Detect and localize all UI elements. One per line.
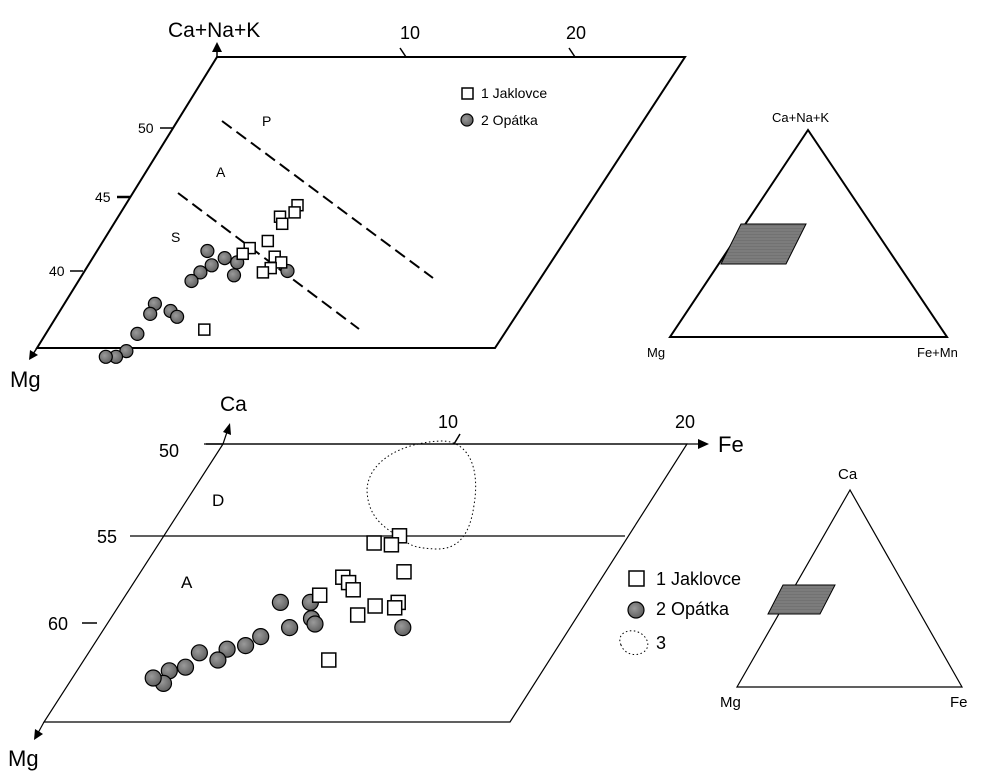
lower-y-tick-label: 60 (48, 614, 68, 634)
lower-inset-shaded-field (767, 584, 836, 615)
lower-top-axis-label: Ca (220, 393, 247, 416)
data-point-square (275, 217, 289, 231)
data-point-square (366, 535, 382, 551)
upper-legend-circle-icon (460, 113, 474, 127)
data-point-square (386, 600, 403, 616)
data-point-circle (130, 326, 145, 341)
data-point-square (288, 206, 301, 219)
lower-legend-label: 3 (656, 633, 666, 653)
upper-inset-left-label: Mg (647, 345, 665, 360)
data-point-circle (193, 265, 208, 280)
lower-legend-label: 2 Opátka (656, 599, 730, 619)
lower-ca-axis-line (222, 431, 228, 445)
lower-y-tick-label: 55 (97, 527, 117, 547)
upper-plane-outline (35, 56, 687, 349)
lower-legend-circle-icon (627, 601, 645, 619)
upper-inset-shaded-field (720, 223, 807, 265)
lower-inset-right-label: Fe (950, 694, 968, 711)
lower-field-label: A (181, 573, 193, 592)
upper-top-axis-label: Ca+Na+K (168, 19, 260, 42)
upper-x-tick-label: 10 (400, 23, 420, 43)
data-point-circle (217, 251, 232, 266)
upper-inset-triangle: Ca+Na+K Mg Fe+Mn (647, 110, 958, 360)
data-point-square (396, 564, 412, 580)
data-point-circle (204, 258, 219, 273)
data-point-square (236, 247, 249, 261)
upper-inset-top-label: Ca+Na+K (772, 110, 829, 125)
lower-legend-square-icon (628, 570, 645, 587)
upper-field-label: S (171, 229, 180, 245)
upper-bottom-arrow-icon (29, 350, 38, 360)
lower-fe-arrow-icon (698, 439, 709, 449)
upper-x-tick-label: 20 (566, 23, 586, 43)
lower-inset-triangle: Ca Mg Fe (720, 466, 968, 711)
upper-field-label: A (216, 164, 226, 180)
upper-x-tick-mark (568, 47, 576, 58)
data-point-square (383, 537, 400, 553)
upper-series-jaklovce (198, 198, 304, 336)
data-point-circle (281, 618, 299, 637)
upper-bottom-axis-label: Mg (10, 367, 41, 392)
upper-x-tick-mark (399, 47, 407, 58)
lower-inset-left-label: Mg (720, 694, 741, 711)
data-point-circle (226, 268, 242, 283)
data-point-circle (252, 627, 270, 646)
lower-y-tick-label: 50 (159, 441, 179, 461)
data-point-square (198, 323, 211, 336)
upper-y-tick-label: 50 (138, 120, 154, 136)
data-point-circle (200, 243, 215, 259)
data-point-square (345, 582, 361, 598)
upper-y-tick-label: 45 (95, 189, 111, 205)
lower-x-tick-label: 10 (438, 412, 458, 432)
data-point-square (321, 652, 337, 668)
upper-field-boundary (221, 120, 434, 279)
lower-ternary-chart: Ca Fe Mg 10 20 50 55 60 D A 1 Jaklovce 2… (8, 393, 744, 771)
lower-legend-dotted-icon (619, 630, 649, 656)
lower-ca-arrow-icon (223, 423, 231, 435)
lower-series-opatka (144, 593, 412, 693)
lower-series-jaklovce (311, 528, 412, 668)
lower-legend-label: 1 Jaklovce (656, 569, 741, 589)
upper-top-arrow-icon (212, 42, 222, 52)
data-point-circle (394, 618, 412, 637)
data-point-circle (306, 615, 324, 633)
data-point-square (274, 256, 288, 269)
lower-plane-outline (42, 443, 689, 723)
data-point-circle (184, 273, 199, 289)
lower-x-tick-label: 20 (675, 412, 695, 432)
lower-field-3-outline (366, 440, 477, 550)
lower-x-tick-mark (453, 433, 461, 445)
data-point-square (256, 266, 270, 279)
data-point-circle (170, 309, 185, 324)
upper-y-tick-label: 40 (49, 263, 65, 279)
data-point-square (367, 598, 383, 614)
upper-legend-square-icon (461, 87, 474, 100)
lower-inset-top-label: Ca (838, 466, 858, 483)
lower-mg-arrow-icon (34, 729, 43, 740)
lower-mg-axis-line (37, 721, 45, 734)
upper-field-label: P (262, 113, 271, 129)
data-point-circle (144, 669, 162, 687)
data-point-square (261, 234, 275, 248)
upper-inset-right-label: Fe+Mn (917, 345, 958, 360)
lower-bottom-axis-label: Mg (8, 746, 39, 771)
data-point-circle (271, 593, 289, 612)
data-point-circle (190, 644, 208, 662)
data-point-square (349, 607, 366, 623)
upper-inset-outline (668, 128, 949, 338)
lower-inset-outline (735, 488, 964, 688)
data-point-circle (237, 636, 255, 655)
lower-field-label: D (212, 491, 224, 510)
upper-legend-label: 1 Jaklovce (481, 85, 547, 101)
data-point-circle (143, 306, 158, 321)
lower-right-axis-label: Fe (718, 432, 744, 457)
upper-ternary-chart: Ca+Na+K Mg 10 20 50 45 40 P A S 1 Jaklov… (10, 19, 687, 392)
data-point-circle (209, 651, 227, 669)
data-point-circle (98, 349, 113, 364)
data-point-square (311, 587, 328, 603)
upper-legend-label: 2 Opátka (481, 112, 538, 128)
data-point-circle (176, 658, 195, 676)
